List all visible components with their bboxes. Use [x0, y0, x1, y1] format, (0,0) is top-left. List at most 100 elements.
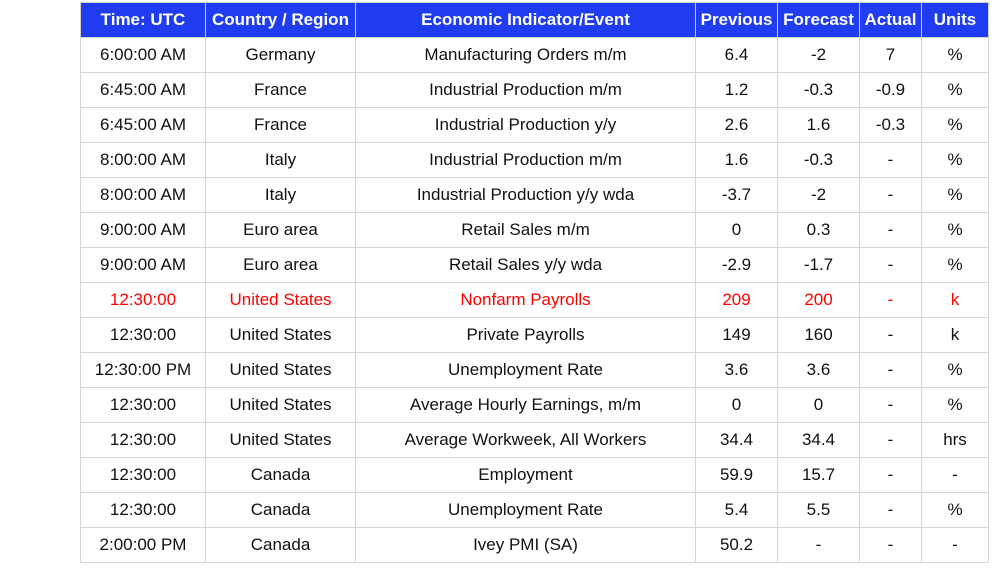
cell: United States: [205, 282, 356, 318]
cell: -: [859, 352, 922, 388]
event-row: 12:30:00 United States Nonfarm Payrolls 209…: [80, 282, 989, 318]
cell: Canada: [205, 457, 356, 493]
event-row: 2:00:00 PM Canada Ivey PMI (SA) 50.2- - -: [80, 527, 989, 563]
cell: %: [921, 37, 989, 73]
cell: -0.3: [859, 107, 922, 143]
cell: Germany: [205, 37, 356, 73]
cell: %: [921, 492, 989, 528]
cell: Average Workweek, All Workers: [355, 422, 696, 458]
cell: Industrial Production m/m: [355, 142, 696, 178]
cell: 8:00:00 AM: [80, 177, 206, 213]
cell: 12:30:00: [80, 387, 206, 423]
cell: Italy: [205, 177, 356, 213]
cell: Ivey PMI (SA): [355, 527, 696, 563]
cell: %: [921, 177, 989, 213]
cell: France: [205, 107, 356, 143]
cell: -: [859, 177, 922, 213]
cell: -: [859, 317, 922, 353]
cell: Nonfarm Payrolls: [355, 282, 696, 318]
cell: %: [921, 212, 989, 248]
event-row: 6:00:00 AM Germany Manufacturing Orders m/…: [80, 37, 989, 73]
cell: 50.2: [695, 527, 778, 563]
cell: -2: [777, 177, 860, 213]
cell: 149: [695, 317, 778, 353]
cell: Industrial Production y/y: [355, 107, 696, 143]
cell: 6:00:00 AM: [80, 37, 206, 73]
event-row: 6:45:00 AM France Industrial Production y/…: [80, 107, 989, 143]
cell: -0.9: [859, 72, 922, 108]
cell: France: [205, 72, 356, 108]
cell: Industrial Production m/m: [355, 72, 696, 108]
cell: k: [921, 317, 989, 353]
cell: 15.7: [777, 457, 860, 493]
event-row: 12:30:00 Canada Unemployment Rate 5.4 5.5-%: [80, 492, 989, 528]
cell: 0.3: [777, 212, 860, 248]
cell: Employment: [355, 457, 696, 493]
cell: -: [859, 527, 922, 563]
cell: Unemployment Rate: [355, 352, 696, 388]
cell: 0: [695, 212, 778, 248]
event-row: 9:00:00 AM Euro area Retail Sales m/m 0 0.3-…: [80, 212, 989, 248]
cell: Retail Sales y/y wda: [355, 247, 696, 283]
cell: 6.4: [695, 37, 778, 73]
cell: -3.7: [695, 177, 778, 213]
cell: Euro area: [205, 212, 356, 248]
cell: Euro area: [205, 247, 356, 283]
cell: %: [921, 247, 989, 283]
event-row: 12:30:00 United States Average Hourly Earn…: [80, 387, 989, 423]
cell: 7: [859, 37, 922, 73]
cell: 12:30:00: [80, 422, 206, 458]
event-row: 12:30:00 United States Private Payrolls 149…: [80, 317, 989, 353]
cell: 34.4: [777, 422, 860, 458]
event-row: 6:45:00 AM France Industrial Production m/…: [80, 72, 989, 108]
event-row: 12:30:00 PM United States Unemployment Rat…: [80, 352, 989, 388]
cell: 200: [777, 282, 860, 318]
header-row: Time: UTC Country / Region Economic Indica…: [80, 2, 989, 38]
cell: hrs: [921, 422, 989, 458]
cell: -: [859, 212, 922, 248]
cell: 12:30:00: [80, 457, 206, 493]
header-cell: Forecast: [777, 2, 860, 38]
events-table: Time: UTC Country / Region Economic Indica…: [80, 2, 989, 563]
event-row: 9:00:00 AM Euro area Retail Sales y/y wda -…: [80, 247, 989, 283]
cell: 12:30:00: [80, 492, 206, 528]
cell: 3.6: [695, 352, 778, 388]
calendar: Time: UTC Country / Region Economic Indica…: [80, 2, 989, 563]
cell: 3.6: [777, 352, 860, 388]
cell: 12:30:00: [80, 282, 206, 318]
cell: -: [859, 282, 922, 318]
cell: United States: [205, 387, 356, 423]
cell: 5.4: [695, 492, 778, 528]
event-row: 12:30:00 Canada Employment 59.9 15.7- -: [80, 457, 989, 493]
cell: 59.9: [695, 457, 778, 493]
event-row: 8:00:00 AM Italy Industrial Production y/y…: [80, 177, 989, 213]
cell: 0: [777, 387, 860, 423]
cell: 9:00:00 AM: [80, 212, 206, 248]
cell: 1.2: [695, 72, 778, 108]
cell: United States: [205, 317, 356, 353]
cell: %: [921, 352, 989, 388]
header-cell: Previous: [695, 2, 778, 38]
cell: -2: [777, 37, 860, 73]
cell: Italy: [205, 142, 356, 178]
cell: -: [859, 247, 922, 283]
cell: 8:00:00 AM: [80, 142, 206, 178]
cell: -: [859, 457, 922, 493]
cell: -: [859, 422, 922, 458]
cell: Canada: [205, 527, 356, 563]
event-row: 12:30:00 United States Average Workweek, A…: [80, 422, 989, 458]
cell: 0: [695, 387, 778, 423]
cell: Average Hourly Earnings, m/m: [355, 387, 696, 423]
cell: 9:00:00 AM: [80, 247, 206, 283]
table-body: 6:00:00 AM Germany Manufacturing Orders m/…: [80, 37, 989, 563]
header-cell: Country / Region: [205, 2, 356, 38]
cell: 2.6: [695, 107, 778, 143]
cell: Industrial Production y/y wda: [355, 177, 696, 213]
header-cell: Actual: [859, 2, 922, 38]
cell: 1.6: [695, 142, 778, 178]
cell: Private Payrolls: [355, 317, 696, 353]
event-row: 8:00:00 AM Italy Industrial Production m/m…: [80, 142, 989, 178]
cell: %: [921, 387, 989, 423]
cell: Manufacturing Orders m/m: [355, 37, 696, 73]
